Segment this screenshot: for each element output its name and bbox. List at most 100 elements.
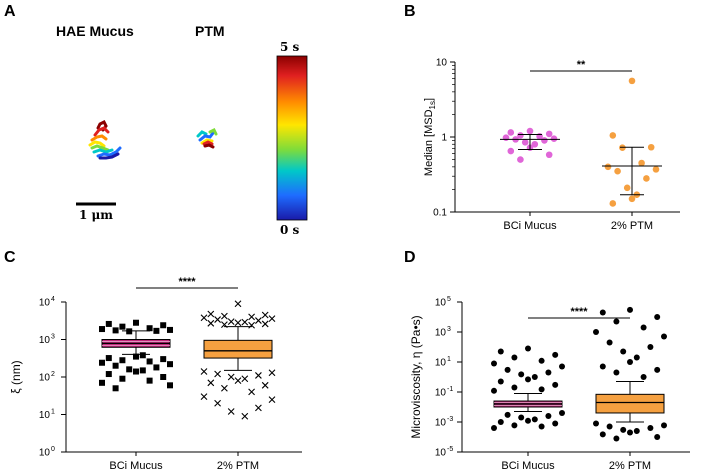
- outlier-point: [647, 344, 654, 350]
- outlier-point: [268, 396, 276, 403]
- outlier-point: [214, 370, 221, 378]
- outlier-point: [511, 354, 518, 361]
- y-tick-exponent: 1: [51, 409, 55, 416]
- outlier-point: [261, 381, 269, 389]
- outlier-point: [255, 372, 262, 379]
- panel-b: B 0.1 1 10 BCi Mucus 2% PTM Median [MSD1s] **: [404, 3, 680, 232]
- box: [595, 393, 665, 414]
- outlier-point: [119, 323, 126, 330]
- outlier-point: [214, 399, 221, 407]
- y-tick-exponent: 0: [51, 446, 55, 453]
- outlier-point: [620, 426, 627, 433]
- outlier-point: [214, 316, 221, 323]
- outlier-point: [248, 313, 255, 321]
- outlier-point: [112, 327, 119, 334]
- outlier-point: [538, 423, 545, 430]
- outlier-point: [99, 326, 105, 333]
- outlier-point: [525, 345, 531, 352]
- colorbar: [276, 55, 308, 221]
- colorbar-bottom-label: 0 s: [280, 223, 300, 237]
- data-point: [614, 167, 621, 175]
- outlier-point: [491, 424, 497, 431]
- data-point: [628, 195, 636, 203]
- data-point: [647, 143, 655, 151]
- outlier-point: [511, 422, 518, 429]
- x-tick-label: 2% PTM: [609, 460, 651, 471]
- y-tick-label: 0.1: [433, 208, 447, 219]
- y-axis-label: Microviscosity, η (Pa•s): [409, 315, 423, 438]
- outlier-point: [627, 429, 633, 436]
- y-tick-label: 10: [39, 335, 51, 346]
- outlier-point: [599, 431, 606, 438]
- outlier-point: [241, 318, 249, 326]
- outlier-point: [268, 369, 276, 377]
- outlier-point: [112, 385, 119, 392]
- outlier-point: [559, 409, 565, 416]
- data-point: [643, 175, 650, 182]
- outlier-point: [518, 371, 525, 378]
- y-tick-exponent: 1: [447, 356, 451, 363]
- outlier-point: [167, 326, 173, 333]
- outlier-point: [552, 420, 559, 427]
- data-point: [531, 140, 539, 148]
- y-tick-label: 10: [435, 298, 447, 309]
- outlier-point: [511, 384, 518, 391]
- outlier-point: [633, 428, 640, 435]
- y-tick-label: 10: [39, 410, 51, 421]
- data-point: [507, 147, 515, 155]
- hae-trajectory: [88, 119, 122, 160]
- data-point: [545, 151, 553, 159]
- ptm-trajectory: [196, 127, 218, 149]
- outlier-point: [207, 310, 215, 318]
- outlier-point: [661, 333, 667, 340]
- outlier-point: [248, 388, 255, 396]
- y-tick-label: 10: [435, 388, 447, 399]
- outlier-point: [221, 384, 228, 392]
- outlier-point: [241, 375, 249, 383]
- y-tick-exponent: 3: [447, 326, 451, 333]
- outlier-point: [139, 367, 146, 374]
- data-point: [502, 134, 510, 141]
- outlier-point: [207, 379, 215, 387]
- outlier-point: [112, 362, 119, 369]
- outlier-point: [531, 416, 538, 423]
- outlier-point: [620, 348, 627, 355]
- y-tick-exponent: 4: [51, 296, 55, 303]
- outlier-point: [518, 414, 525, 421]
- data-point: [652, 166, 660, 173]
- outlier-point: [105, 320, 112, 327]
- y-tick-label: 1: [441, 133, 447, 144]
- outlier-point: [119, 375, 126, 382]
- outlier-point: [654, 434, 661, 440]
- outlier-point: [200, 314, 208, 322]
- y-tick-label: 10: [39, 448, 51, 459]
- panel-letter-a: A: [4, 3, 16, 20]
- outlier-point: [105, 371, 112, 378]
- outlier-point: [491, 360, 497, 367]
- box: [203, 339, 273, 359]
- y-tick-label: 10: [435, 358, 447, 369]
- y-tick-label: 10: [435, 418, 447, 429]
- data-point: [517, 156, 524, 163]
- outlier-point: [207, 319, 215, 327]
- outlier-point: [599, 363, 606, 370]
- outlier-point: [153, 364, 160, 371]
- x-tick-label: BCi Mucus: [501, 460, 555, 471]
- outlier-point: [255, 404, 262, 412]
- outlier-point: [167, 361, 173, 368]
- outlier-point: [126, 366, 133, 373]
- panel-letter-d: D: [404, 249, 416, 266]
- outlier-point: [105, 355, 112, 362]
- outlier-point: [627, 306, 633, 313]
- outlier-point: [640, 374, 647, 380]
- outlier-point: [227, 318, 235, 325]
- data-point: [541, 137, 548, 144]
- outlier-point: [593, 329, 599, 335]
- outlier-point: [559, 363, 565, 370]
- outlier-point: [133, 368, 139, 375]
- outlier-point: [133, 353, 139, 360]
- outlier-point: [497, 378, 504, 385]
- outlier-point: [221, 312, 228, 320]
- outlier-point: [139, 352, 146, 359]
